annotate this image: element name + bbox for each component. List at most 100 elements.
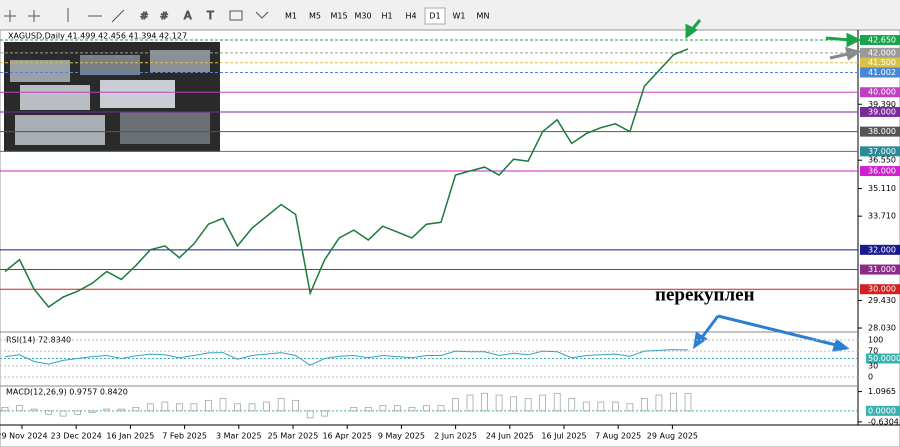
rsi-label: RSI(14) 72.8340 bbox=[6, 336, 71, 345]
macd-bar bbox=[74, 410, 82, 415]
level-label-box bbox=[860, 284, 900, 295]
macd-bar bbox=[306, 410, 314, 419]
price-tick-label: 39.390 bbox=[868, 100, 896, 109]
price-tick-label: 35.110 bbox=[868, 184, 896, 193]
macd-bar bbox=[205, 399, 212, 412]
toolbar-icons: # # A T bbox=[4, 8, 269, 23]
macd-bar bbox=[161, 401, 169, 412]
price-tick-label: 42.000 bbox=[868, 48, 896, 57]
level-label-box bbox=[860, 126, 900, 137]
date-label: 25 Mar 2025 bbox=[268, 432, 319, 441]
macd-bar bbox=[641, 398, 648, 412]
macd-bar bbox=[146, 403, 154, 412]
chart-header: XAGUSD,Daily 41.499 42.456 41.394 42.127 bbox=[8, 32, 187, 41]
macd-tick-label: -0.6304 bbox=[868, 417, 899, 426]
macd-bar bbox=[59, 410, 67, 417]
price-tick-label: 37.000 bbox=[868, 147, 896, 156]
date-label: 29 Nov 2024 bbox=[0, 432, 48, 441]
macd-bar bbox=[611, 401, 619, 412]
timeframe-button[interactable]: W1 bbox=[453, 12, 466, 21]
timeframe-button[interactable]: M1 bbox=[285, 12, 297, 21]
macd-bar bbox=[539, 394, 547, 412]
level-label-box bbox=[860, 106, 900, 117]
svg-text:A: A bbox=[184, 9, 192, 22]
rsi-tick-label: 30 bbox=[868, 361, 878, 370]
date-label: 9 May 2025 bbox=[378, 432, 425, 441]
macd-bar bbox=[364, 406, 372, 412]
price-tick-label: 36.550 bbox=[868, 156, 896, 165]
macd-bar bbox=[597, 401, 605, 412]
price-tick-label: 28.030 bbox=[868, 324, 896, 333]
timeframe-button[interactable]: D1 bbox=[429, 12, 440, 21]
level-label-box bbox=[860, 146, 900, 157]
macd-bar bbox=[88, 410, 96, 413]
silver-image bbox=[4, 42, 220, 152]
level-label-box bbox=[860, 35, 900, 46]
macd-bar bbox=[568, 398, 576, 412]
date-label: 3 Mar 2025 bbox=[216, 432, 262, 441]
level-label-box bbox=[860, 67, 900, 78]
macd-bar bbox=[248, 403, 256, 412]
macd-bar bbox=[219, 398, 227, 412]
timeframe-button[interactable]: MN bbox=[477, 12, 490, 21]
timeframe-button[interactable]: H1 bbox=[381, 12, 392, 21]
macd-bar bbox=[655, 394, 663, 412]
price-tick-label: 30.000 bbox=[868, 285, 896, 294]
macd-bar bbox=[277, 398, 285, 412]
price-tick-label: 36.000 bbox=[868, 167, 896, 176]
date-label: 29 Aug 2025 bbox=[647, 432, 698, 441]
price-tick-label: 29.430 bbox=[868, 296, 896, 305]
macd-bar bbox=[481, 392, 488, 412]
date-label: 16 Apr 2025 bbox=[322, 432, 371, 441]
macd-bar bbox=[524, 398, 532, 412]
macd-bar bbox=[292, 399, 299, 412]
price-tick-label: 42.650 bbox=[868, 36, 896, 45]
date-label: 24 Jun 2025 bbox=[486, 432, 534, 441]
annotation: перекуплен bbox=[655, 284, 755, 305]
rsi-tick-label: 0 bbox=[868, 373, 873, 382]
rsi-tick-label: 100 bbox=[868, 336, 883, 345]
price-tick-label: 41.500 bbox=[868, 58, 896, 67]
grey-arrow bbox=[829, 46, 862, 61]
macd-bar bbox=[626, 403, 634, 412]
macd-bar bbox=[16, 405, 23, 412]
rsi-tick-label: 50.0000 bbox=[868, 354, 900, 363]
macd-bar bbox=[176, 403, 183, 412]
macd-bar bbox=[423, 405, 430, 412]
timeframe-button[interactable]: M30 bbox=[354, 12, 371, 21]
rsi-tick-label: 70 bbox=[868, 347, 878, 356]
macd-bar bbox=[553, 392, 561, 412]
macd-bar bbox=[103, 408, 111, 412]
macd-bar bbox=[350, 406, 358, 412]
macd-bar bbox=[510, 396, 517, 412]
date-label: 2 Jun 2025 bbox=[434, 432, 477, 441]
level-label-box bbox=[860, 47, 900, 58]
level-label-box bbox=[860, 166, 900, 177]
macd-bar bbox=[45, 410, 52, 415]
level-label-box bbox=[860, 57, 900, 68]
level-label-box bbox=[860, 244, 900, 255]
price-tick-label: 33.710 bbox=[868, 212, 896, 221]
price-tick-label: 32.000 bbox=[868, 245, 896, 254]
timeframe-button[interactable]: M15 bbox=[330, 12, 347, 21]
price-tick-label: 41.002 bbox=[868, 68, 896, 77]
macd-bar bbox=[190, 403, 198, 412]
macd-bar bbox=[437, 405, 445, 412]
macd-bar bbox=[30, 408, 38, 412]
macd-bar bbox=[495, 394, 503, 412]
macd-bar bbox=[466, 394, 474, 412]
macd-label: MACD(12,26,9) 0.9757 0.8420 bbox=[6, 388, 128, 397]
macd-bar bbox=[234, 403, 241, 412]
level-label-box bbox=[860, 87, 900, 98]
timeframe-button[interactable]: H4 bbox=[405, 12, 416, 21]
macd-bar bbox=[452, 398, 459, 412]
price-line bbox=[4, 48, 689, 309]
macd-bar bbox=[684, 393, 692, 412]
macd-tick-label: 1.0965 bbox=[868, 387, 896, 396]
price-tick-label: 40.000 bbox=[868, 88, 896, 97]
macd-tick-label: 0.0000 bbox=[868, 406, 896, 415]
macd-bar bbox=[408, 406, 416, 412]
timeframe-button[interactable]: M5 bbox=[309, 12, 321, 21]
